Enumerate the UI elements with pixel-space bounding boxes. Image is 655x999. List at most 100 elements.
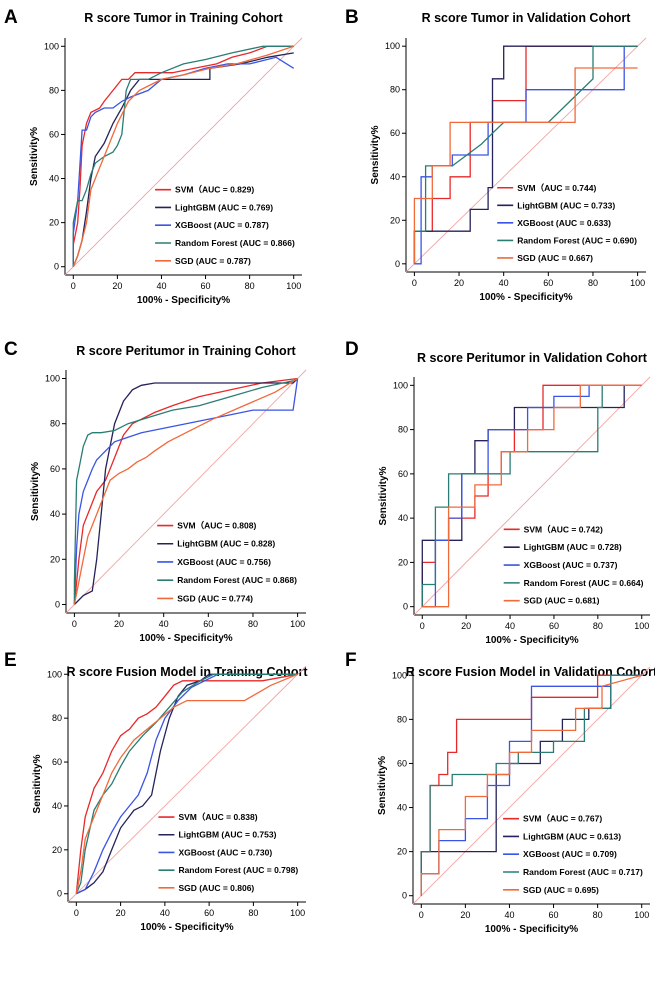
x-tick-label: 0 [420, 621, 425, 631]
chart-title: R score Fusion Model in Validation Cohor… [406, 665, 655, 679]
legend: SVM（AUC = 0.767) LightGBM (AUC = 0.613) XG… [503, 814, 643, 895]
y-tick-label: 20 [398, 557, 408, 567]
legend-label-random-forest: Random Forest (AUC = 0.664) [524, 578, 644, 588]
panel-c: C R score Peritumor in Training Cohort 0 20… [4, 339, 307, 644]
legend: SVM（AUC = 0.808) LightGBM (AUC = 0.828) XG… [157, 521, 297, 603]
roc-curve-sgd [413, 67, 638, 264]
legend-label-random-forest: Random Forest (AUC = 0.798) [178, 865, 298, 875]
x-tick-label: 100 [634, 910, 649, 920]
y-tick-label: 80 [390, 85, 400, 95]
legend-label-xgboost: XGBoost (AUC = 0.633) [517, 218, 611, 228]
panel-letter: F [345, 650, 357, 671]
x-tick-label: 100 [286, 281, 301, 291]
chart-title: R score Peritumor in Validation Cohort [417, 351, 648, 365]
legend-label-lightgbm: LightGBM (AUC = 0.728) [524, 542, 622, 552]
y-tick-label: 100 [385, 41, 400, 51]
chart-title: R score Tumor in Validation Cohort [422, 11, 632, 25]
y-tick-label: 20 [49, 218, 59, 228]
roc-curve-sgd [75, 673, 298, 894]
panel-e: E R score Fusion Model in Training Cohort… [4, 650, 308, 933]
legend-label-lightgbm: LightGBM (AUC = 0.733) [517, 200, 615, 210]
y-tick-label: 60 [52, 757, 62, 767]
legend-label-svm: SVM（AUC = 0.767) [523, 814, 602, 824]
roc-curve-lightgbm [421, 385, 625, 607]
x-tick-label: 0 [72, 619, 77, 629]
reference-diagonal [67, 665, 307, 903]
y-tick-label: 0 [395, 259, 400, 269]
legend-label-random-forest: Random Forest (AUC = 0.717) [523, 867, 643, 877]
legend-label-sgd: SGD (AUC = 0.695) [523, 885, 599, 895]
y-tick-label: 20 [52, 845, 62, 855]
y-tick-label: 40 [50, 509, 60, 519]
x-tick-label: 40 [505, 621, 515, 631]
roc-curve-lightgbm [413, 45, 638, 264]
x-tick-label: 20 [114, 619, 124, 629]
roc-curve-random-forest [73, 377, 298, 605]
y-tick-label: 40 [52, 801, 62, 811]
roc-curve-sgd [420, 674, 642, 896]
x-axis-label: 100% - Specificity% [140, 922, 233, 933]
panel-letter: D [345, 339, 359, 360]
y-tick-label: 100 [392, 670, 407, 680]
x-tick-label: 60 [203, 619, 213, 629]
y-tick-label: 0 [402, 891, 407, 901]
y-tick-label: 60 [397, 758, 407, 768]
x-tick-label: 80 [593, 910, 603, 920]
y-tick-label: 80 [50, 419, 60, 429]
y-tick-label: 80 [397, 714, 407, 724]
reference-diagonal [413, 376, 651, 616]
y-axis-label: Sensitivity% [32, 754, 43, 813]
x-tick-label: 80 [245, 281, 255, 291]
x-tick-label: 0 [419, 910, 424, 920]
roc-curve-svm [75, 673, 298, 894]
reference-diagonal [64, 37, 303, 276]
legend-label-sgd: SGD (AUC = 0.806) [178, 883, 254, 893]
x-tick-label: 40 [504, 910, 514, 920]
y-tick-label: 0 [55, 599, 60, 609]
legend-label-xgboost: XGBoost (AUC = 0.730) [178, 847, 272, 857]
chart-title: R score Fusion Model in Training Cohort [67, 665, 309, 679]
x-tick-label: 20 [460, 910, 470, 920]
panel-letter: C [4, 339, 18, 360]
roc-curve-lightgbm [72, 52, 294, 267]
x-tick-label: 60 [204, 908, 214, 918]
x-axis-label: 100% - Specificity% [139, 633, 232, 644]
roc-curve-random-forest [72, 45, 294, 267]
roc-curve-sgd [422, 384, 642, 608]
panel-d: D R score Peritumor in Validation Cohort 0… [345, 339, 651, 646]
x-tick-label: 20 [454, 278, 464, 288]
roc-curve-svm [72, 45, 294, 267]
legend-label-svm: SVM（AUC = 0.742) [524, 524, 603, 534]
x-tick-label: 20 [461, 621, 471, 631]
y-tick-label: 100 [44, 41, 59, 51]
x-tick-label: 80 [588, 278, 598, 288]
x-tick-label: 100 [630, 278, 645, 288]
legend-label-svm: SVM（AUC = 0.808) [177, 521, 256, 531]
y-tick-label: 80 [398, 425, 408, 435]
legend: SVM（AUC = 0.829) LightGBM (AUC = 0.769) XG… [155, 185, 295, 266]
y-tick-label: 60 [49, 129, 59, 139]
x-axis-label: 100% - Specificity% [485, 635, 578, 646]
x-tick-label: 20 [112, 281, 122, 291]
y-tick-label: 40 [398, 513, 408, 523]
x-tick-label: 0 [71, 281, 76, 291]
roc-curve-xgboost [72, 56, 295, 267]
roc-curve-xgboost [414, 46, 625, 265]
roc-curve-sgd [72, 45, 294, 267]
legend-label-lightgbm: LightGBM (AUC = 0.613) [523, 831, 621, 841]
y-tick-label: 100 [47, 669, 62, 679]
legend-label-xgboost: XGBoost (AUC = 0.756) [177, 557, 271, 567]
legend-label-svm: SVM（AUC = 0.744) [517, 183, 596, 193]
x-tick-label: 40 [156, 281, 166, 291]
legend-label-svm: SVM（AUC = 0.829) [175, 185, 254, 195]
y-tick-label: 0 [54, 262, 59, 272]
x-tick-label: 0 [412, 278, 417, 288]
x-tick-label: 100 [290, 908, 305, 918]
y-tick-label: 60 [390, 128, 400, 138]
y-tick-label: 80 [52, 713, 62, 723]
x-tick-label: 80 [593, 621, 603, 631]
legend-label-lightgbm: LightGBM (AUC = 0.769) [175, 202, 273, 212]
legend-label-random-forest: Random Forest (AUC = 0.690) [517, 235, 637, 245]
panel-a: A R score Tumor in Training Cohort 0 20 40 60… [4, 7, 303, 306]
legend-label-lightgbm: LightGBM (AUC = 0.753) [178, 830, 276, 840]
